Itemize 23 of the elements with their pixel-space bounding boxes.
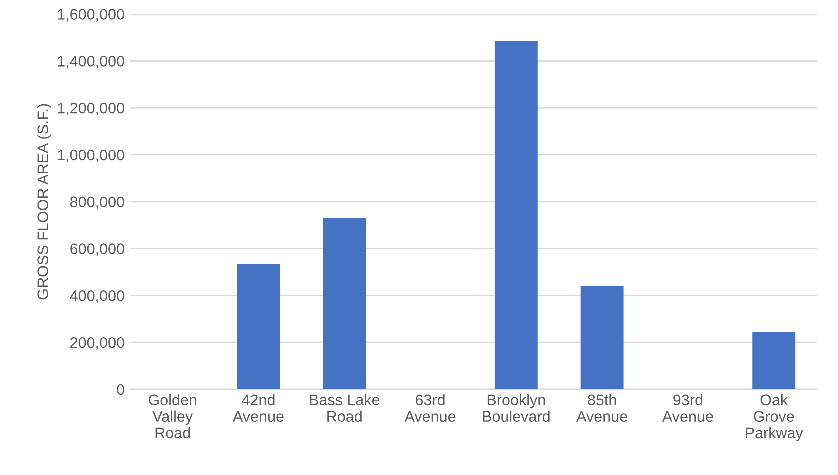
x-tick-label: Golden Valley Road [148, 394, 196, 438]
bar [237, 264, 280, 390]
y-axis-title: GROSS FLOOR AREA (S.F.) [37, 104, 52, 300]
y-tick-label: 400,000 [70, 290, 124, 304]
y-tick-label: 1,000,000 [58, 150, 124, 162]
x-tick-label: 42nd Avenue [232, 394, 284, 422]
y-tick-label: 1,400,000 [58, 56, 124, 69]
x-tick-label: 93rd Avenue [662, 394, 714, 422]
bar [323, 218, 366, 390]
bar [580, 286, 624, 390]
x-tick-label: Brooklyn Boulevard [483, 394, 550, 422]
x-tick-label: Oak Grove Parkway [746, 394, 804, 442]
x-tick-label: 85th Avenue [576, 394, 628, 422]
y-tick-label: 200,000 [70, 337, 124, 350]
y-tick-label: 0 [117, 384, 124, 396]
y-tick-label: 800,000 [70, 196, 124, 210]
y-tick-label: 1,600,000 [58, 9, 124, 22]
y-tick-label: 1,200,000 [58, 102, 124, 116]
bar [494, 41, 538, 390]
x-tick-label: 63rd Avenue [404, 394, 456, 422]
x-tick-label: Bass Lake Road [310, 394, 380, 422]
bar [752, 332, 796, 390]
y-tick-label: 600,000 [70, 244, 124, 256]
